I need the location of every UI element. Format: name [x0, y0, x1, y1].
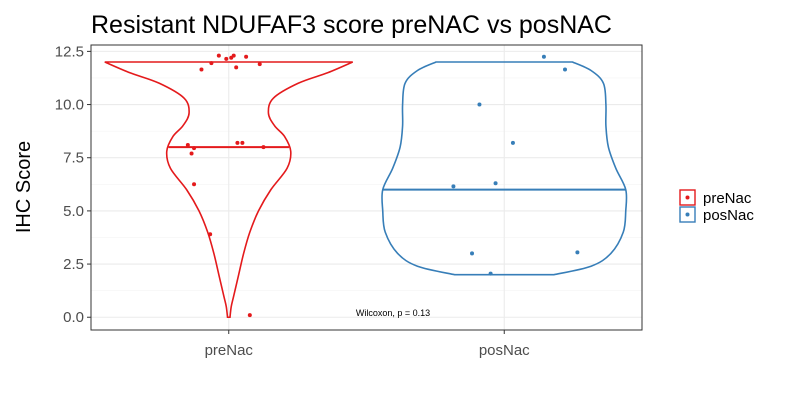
data-point-preNac [257, 62, 262, 67]
data-point-posNac [575, 250, 580, 255]
wilcoxon-annotation: Wilcoxon, p = 0.13 [356, 308, 430, 318]
data-point-preNac [185, 142, 190, 147]
x-tick-label: preNac [205, 342, 254, 359]
legend-label-posNac: posNac [703, 207, 754, 224]
x-tick-label: posNac [479, 342, 530, 359]
y-tick-label: 7.5 [63, 150, 84, 167]
y-tick-label: 10.0 [55, 97, 84, 114]
data-point-preNac [224, 56, 229, 61]
data-point-preNac [199, 67, 204, 72]
legend-dot-preNac [685, 195, 690, 200]
violins [104, 61, 628, 319]
data-point-preNac [247, 313, 252, 318]
violin-posNac [381, 61, 628, 276]
y-tick-label: 12.5 [55, 43, 84, 60]
data-point-posNac [541, 54, 546, 59]
plot-panel [91, 45, 642, 330]
y-tick-label: 2.5 [63, 256, 84, 273]
data-point-preNac [229, 55, 234, 60]
data-point-posNac [562, 67, 567, 72]
data-point-posNac [510, 140, 515, 145]
data-point-preNac [208, 232, 213, 237]
data-point-preNac [234, 65, 239, 70]
data-point-posNac [451, 184, 456, 189]
data-point-preNac [216, 53, 221, 58]
chart-title: Resistant NDUFAF3 score preNAC vs posNAC [91, 11, 612, 39]
data-point-preNac [244, 54, 249, 59]
data-point-preNac [261, 145, 266, 150]
plot-border [90, 44, 643, 331]
y-tick-label: 5.0 [63, 203, 84, 220]
data-point-preNac [189, 151, 194, 156]
data-point-preNac [235, 140, 240, 145]
data-point-preNac [192, 146, 197, 151]
jitter-points [185, 53, 580, 318]
data-point-posNac [477, 102, 482, 107]
y-axis-ticks: 0.0 2.5 5.0 7.5 10.0 12.5 [55, 43, 91, 326]
legend-dot-posNac [685, 212, 690, 217]
data-point-posNac [470, 251, 475, 256]
y-axis-label: IHC Score [13, 141, 35, 233]
x-axis-ticks: preNac posNac [205, 330, 530, 359]
legend-label-preNac: preNac [703, 190, 752, 207]
data-point-posNac [488, 271, 493, 276]
data-point-posNac [493, 181, 498, 186]
data-point-preNac [209, 61, 214, 66]
data-point-preNac [240, 140, 245, 145]
y-tick-label: 0.0 [63, 309, 84, 326]
violin-preNac [104, 61, 354, 319]
data-point-preNac [192, 182, 197, 187]
